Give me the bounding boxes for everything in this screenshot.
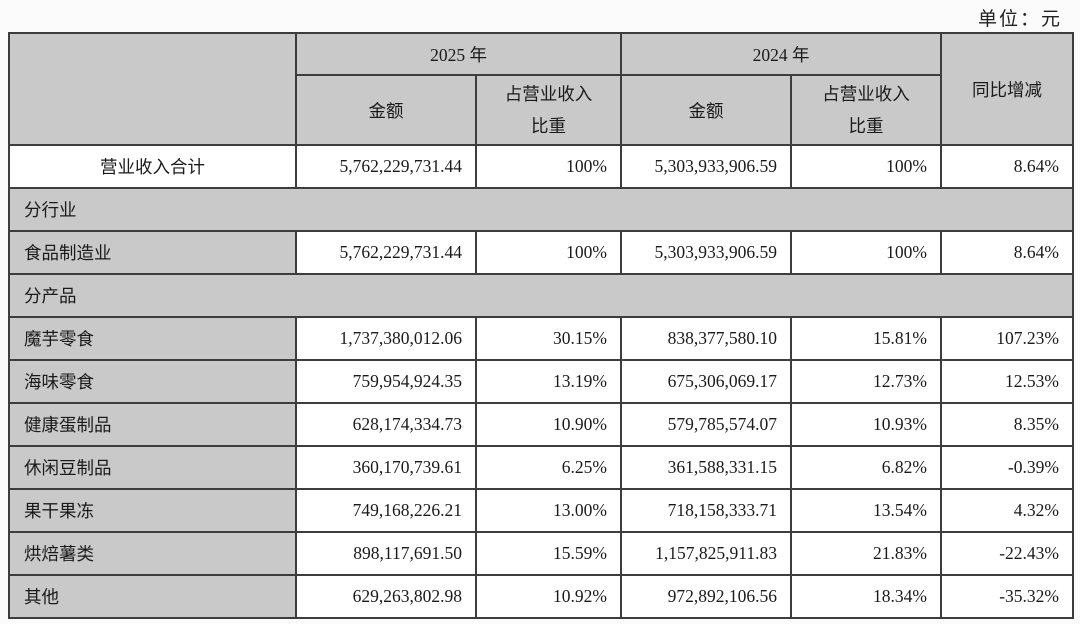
amount-2024-cell: 579,785,574.07	[620, 402, 792, 447]
ratio-2025-cell: 6.25%	[475, 445, 622, 490]
table-row: 魔芋零食 1,737,380,012.06 30.15% 838,377,580.10…	[8, 316, 1074, 361]
amount-2024-cell: 718,158,333.71	[620, 488, 792, 533]
revenue-ratio-header-2025: 占营业收入 比重	[475, 74, 622, 146]
revenue-ratio-header-2024: 占营业收入 比重	[790, 74, 942, 146]
yoy-change-cell: 4.32%	[940, 488, 1074, 533]
header-row-measures: 金额 占营业收入 比重 金额 占营业收入 比重	[9, 74, 1073, 146]
amount-2025-cell: 1,737,380,012.06	[295, 316, 477, 361]
revenue-breakdown-table: 2025 年 2024 年 同比增减 金额 占营业收入 比重 金额 占营业收入 …	[8, 32, 1074, 619]
amount-header-2024: 金额	[620, 74, 792, 146]
table-row: 食品制造业 5,762,229,731.44 100% 5,303,933,906.5…	[8, 230, 1074, 275]
amount-2024-cell: 5,303,933,906.59	[620, 230, 792, 275]
row-label: 食品制造业	[8, 230, 297, 275]
ratio-2025-cell: 100%	[475, 144, 622, 189]
amount-2025-cell: 749,168,226.21	[295, 488, 477, 533]
section-row: 分行业	[8, 187, 1074, 232]
table-row: 其他 629,263,802.98 10.92% 972,892,106.56 18.3…	[8, 574, 1074, 619]
table-row: 烘焙薯类 898,117,691.50 15.59% 1,157,825,911.83…	[8, 531, 1074, 576]
amount-2024-cell: 675,306,069.17	[620, 359, 792, 404]
ratio-2024-cell: 10.93%	[790, 402, 942, 447]
ratio-2025-cell: 10.92%	[475, 574, 622, 619]
ratio-2024-cell: 18.34%	[790, 574, 942, 619]
ratio-2025-cell: 13.00%	[475, 488, 622, 533]
ratio-2024-cell: 12.73%	[790, 359, 942, 404]
ratio-2024-cell: 21.83%	[790, 531, 942, 576]
ratio-2025-cell: 15.59%	[475, 531, 622, 576]
ratio-2024-cell: 100%	[790, 144, 942, 189]
yoy-change-cell: -22.43%	[940, 531, 1074, 576]
amount-2025-cell: 628,174,334.73	[295, 402, 477, 447]
amount-2025-cell: 360,170,739.61	[295, 445, 477, 490]
amount-header-2025: 金额	[295, 74, 477, 146]
header-row-years: 2025 年 2024 年 同比增减	[8, 32, 1074, 146]
row-label: 海味零食	[8, 359, 297, 404]
ratio-2025-cell: 100%	[475, 230, 622, 275]
amount-2025-cell: 629,263,802.98	[295, 574, 477, 619]
amount-2025-cell: 898,117,691.50	[295, 531, 477, 576]
row-label: 其他	[8, 574, 297, 619]
row-label: 魔芋零食	[8, 316, 297, 361]
ratio-2024-cell: 100%	[790, 230, 942, 275]
ratio-2024-cell: 15.81%	[790, 316, 942, 361]
ratio-2024-cell: 6.82%	[790, 445, 942, 490]
amount-2024-cell: 361,588,331.15	[620, 445, 792, 490]
corner-empty-cell	[8, 32, 297, 146]
yoy-change-cell: 8.64%	[940, 144, 1074, 189]
amount-2024-cell: 1,157,825,911.83	[620, 531, 792, 576]
yoy-change-cell: -35.32%	[940, 574, 1074, 619]
amount-2024-cell: 972,892,106.56	[620, 574, 792, 619]
amount-2025-cell: 5,762,229,731.44	[295, 230, 477, 275]
unit-label: 单位：元	[977, 9, 1062, 30]
yoy-change-cell: 8.35%	[940, 402, 1074, 447]
section-row: 分产品	[8, 273, 1074, 318]
section-label: 分产品	[8, 273, 1074, 318]
row-label: 健康蛋制品	[8, 402, 297, 447]
table-row: 营业收入合计 5,762,229,731.44 100% 5,303,933,906.…	[8, 144, 1074, 189]
ratio-2025-cell: 30.15%	[475, 316, 622, 361]
table-row: 健康蛋制品 628,174,334.73 10.90% 579,785,574.07 1…	[8, 402, 1074, 447]
ratio-2024-cell: 13.54%	[790, 488, 942, 533]
amount-2025-cell: 5,762,229,731.44	[295, 144, 477, 189]
yoy-change-cell: 107.23%	[940, 316, 1074, 361]
yoy-change-cell: 8.64%	[940, 230, 1074, 275]
section-label: 分行业	[8, 187, 1074, 232]
row-label: 烘焙薯类	[8, 531, 297, 576]
table-row: 果干果冻 749,168,226.21 13.00% 718,158,333.71 13…	[8, 488, 1074, 533]
row-label: 休闲豆制品	[8, 445, 297, 490]
table-row: 海味零食 759,954,924.35 13.19% 675,306,069.17 12…	[8, 359, 1074, 404]
yoy-change-header: 同比增减	[940, 32, 1074, 146]
yoy-change-cell: -0.39%	[940, 445, 1074, 490]
amount-2025-cell: 759,954,924.35	[295, 359, 477, 404]
amount-2024-cell: 838,377,580.10	[620, 316, 792, 361]
year-2024-header: 2024 年	[620, 32, 942, 76]
row-label: 果干果冻	[8, 488, 297, 533]
yoy-change-cell: 12.53%	[940, 359, 1074, 404]
row-label: 营业收入合计	[8, 144, 297, 189]
year-2025-header: 2025 年	[295, 32, 622, 76]
amount-2024-cell: 5,303,933,906.59	[620, 144, 792, 189]
ratio-2025-cell: 10.90%	[475, 402, 622, 447]
ratio-2025-cell: 13.19%	[475, 359, 622, 404]
table-row: 休闲豆制品 360,170,739.61 6.25% 361,588,331.15 6.…	[8, 445, 1074, 490]
